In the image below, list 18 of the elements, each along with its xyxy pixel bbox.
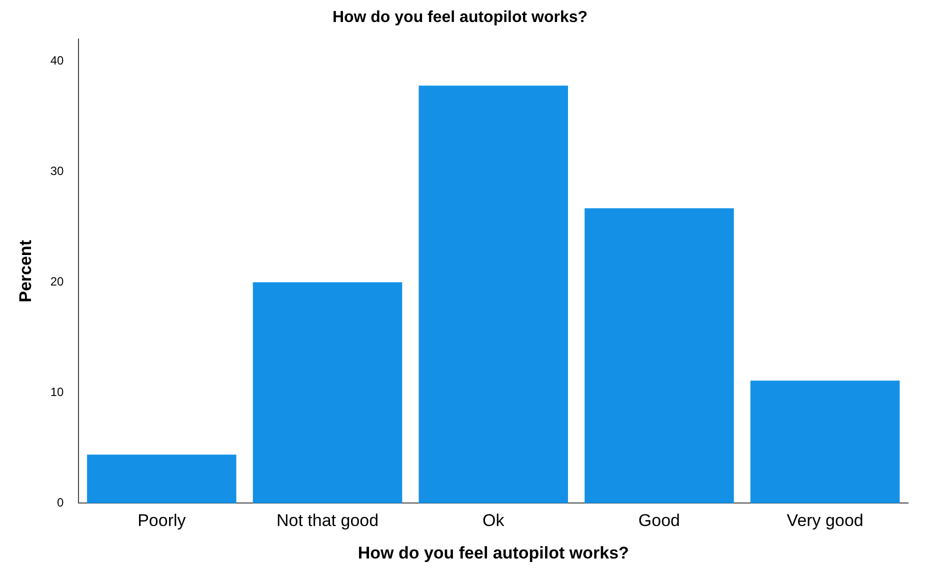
y-tick-label: 10 (50, 385, 64, 400)
bar (252, 282, 402, 504)
x-tick-label: Good (638, 511, 680, 530)
y-tick-label: 40 (50, 54, 64, 68)
y-tick-label: 30 (50, 164, 64, 178)
y-tick-label: 20 (50, 274, 64, 289)
chart-title: How do you feel autopilot works? (332, 9, 588, 26)
bar (584, 208, 734, 504)
y-axis-title: Percent (16, 240, 35, 302)
bar (418, 86, 568, 504)
x-tick-label: Ok (482, 511, 505, 530)
bar (750, 380, 900, 504)
x-tick-label: Not that good (276, 511, 379, 530)
x-tick-label: Poorly (138, 511, 186, 530)
bar (87, 454, 236, 504)
x-tick-label: Very good (786, 511, 864, 530)
x-axis-title: How do you feel autopilot works? (358, 543, 629, 562)
y-tick-label: 0 (57, 496, 64, 510)
